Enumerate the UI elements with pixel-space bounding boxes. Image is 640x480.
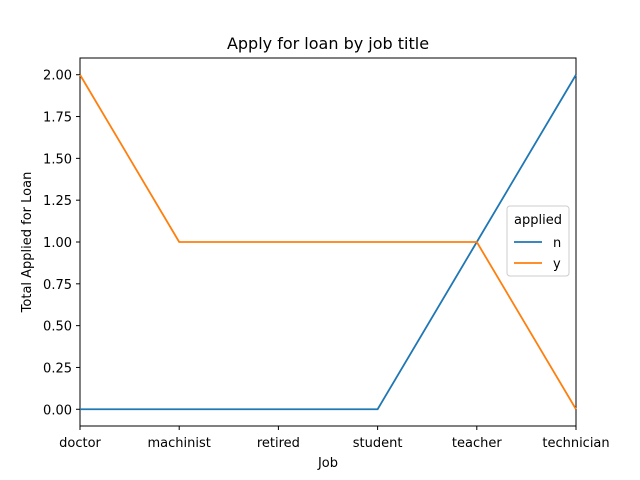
y-tick-label: 1.25	[43, 194, 72, 209]
legend-label-y: y	[553, 257, 561, 272]
legend: applied ny	[506, 205, 570, 277]
legend-title: applied	[514, 213, 562, 228]
x-tick-label: student	[353, 436, 403, 451]
y-axis: 0.00 0.25 0.50 0.75 1.00 1.25 1.50 1.75 2.00	[43, 69, 80, 418]
x-tick-label: doctor	[59, 436, 101, 451]
y-tick-label: 0.50	[43, 320, 72, 335]
y-tick-label: 1.00	[43, 236, 72, 251]
x-tick-label: retired	[257, 436, 300, 451]
chart-title: Apply for loan by job title	[227, 34, 429, 53]
y-tick-label: 0.00	[43, 403, 72, 418]
x-tick-label: technician	[542, 436, 609, 451]
y-axis-label: Total Applied for Loan	[20, 172, 35, 314]
y-tick-label: 0.75	[43, 278, 72, 293]
x-axis: doctor machinist retired student teacher tech…	[59, 426, 610, 451]
legend-box	[506, 205, 570, 277]
y-tick-label: 2.00	[43, 69, 72, 84]
y-tick-label: 1.75	[43, 111, 72, 126]
series-line-n	[80, 74, 577, 411]
series-layer	[79, 74, 577, 411]
series-line-y	[79, 74, 577, 410]
x-tick-label: teacher	[452, 436, 502, 451]
y-tick-label: 1.50	[43, 152, 72, 167]
x-tick-label: machinist	[148, 436, 211, 451]
legend-label-n: n	[553, 236, 561, 251]
y-tick-label: 0.25	[43, 361, 72, 376]
x-axis-label: Job	[317, 456, 338, 471]
